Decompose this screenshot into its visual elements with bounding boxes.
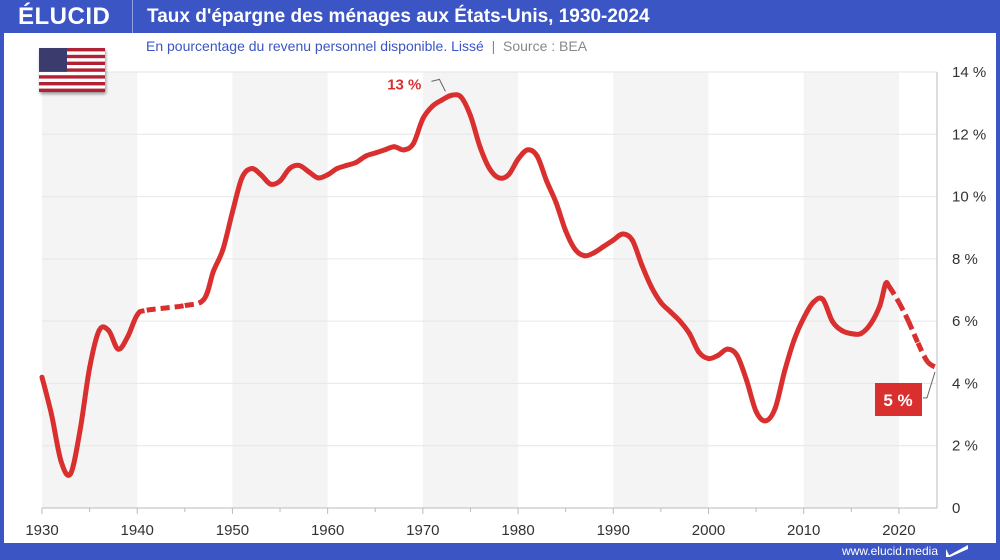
series-line-segment xyxy=(883,280,892,290)
x-tick-label: 1950 xyxy=(216,522,249,539)
subtitle: En pourcentage du revenu personnel dispo… xyxy=(146,38,587,54)
x-tick-label: 2020 xyxy=(882,522,915,539)
series-line-segment xyxy=(925,359,939,371)
footer: www.elucid.media xyxy=(842,544,970,558)
logo: ÉLUCID xyxy=(18,2,111,30)
series-line-segment xyxy=(544,178,559,206)
x-tick-label: 1970 xyxy=(406,522,439,539)
x-tick-label: 2010 xyxy=(787,522,820,539)
x-tick-label: 1940 xyxy=(121,522,154,539)
series-line-segment xyxy=(563,228,578,253)
series-line-segment xyxy=(77,365,93,433)
annotation-box xyxy=(875,383,922,416)
annotation-leader xyxy=(923,371,936,399)
x-tick-label: 1960 xyxy=(311,522,344,539)
us-flag-icon xyxy=(39,48,105,92)
x-tick-label: 1990 xyxy=(597,522,630,539)
series-line-segment xyxy=(772,368,788,411)
series-line-segment xyxy=(220,209,235,253)
decade-band xyxy=(422,72,519,508)
series-line-segment xyxy=(68,427,83,477)
y-tick-label: 8 % xyxy=(952,251,978,268)
source: Source : BEA xyxy=(503,38,588,54)
series-line-segment xyxy=(744,377,759,414)
x-tick-label: 1930 xyxy=(25,522,58,539)
annotation-latest: 5 % xyxy=(883,391,912,410)
series-line-segment xyxy=(125,312,140,340)
series-line-segment xyxy=(887,285,902,304)
decade-band xyxy=(232,72,328,508)
series-line-segment xyxy=(210,247,226,274)
x-tick-label: 2000 xyxy=(692,522,725,539)
series-line-segment xyxy=(734,352,750,383)
annotation-leader xyxy=(431,78,446,92)
y-tick-label: 0 xyxy=(952,500,960,517)
y-tick-label: 12 % xyxy=(952,126,986,143)
elucid-mark-icon xyxy=(946,545,968,557)
series-line-segment xyxy=(39,374,55,418)
series-line-segment xyxy=(553,200,569,234)
decade-band xyxy=(613,72,709,508)
annotation-peak: 13 % xyxy=(387,76,421,93)
series-line-segment xyxy=(782,337,797,374)
website-link[interactable]: www.elucid.media xyxy=(841,544,938,558)
series-line-segment xyxy=(915,341,930,364)
subtitle-separator: | xyxy=(491,38,496,54)
y-tick-label: 14 % xyxy=(952,64,986,81)
y-tick-label: 10 % xyxy=(952,189,986,206)
series-line-segment xyxy=(534,153,550,184)
x-tick-label: 1980 xyxy=(501,522,534,539)
y-tick-label: 6 % xyxy=(952,313,978,330)
series-line-segment xyxy=(49,412,64,464)
series-line-segment xyxy=(184,297,206,309)
chart-title: Taux d'épargne des ménages aux États-Uni… xyxy=(147,5,650,27)
header-divider xyxy=(132,0,133,33)
header: ÉLUCID Taux d'épargne des ménages aux Ét… xyxy=(0,0,1000,33)
y-tick-label: 4 % xyxy=(952,375,978,392)
series-line-segment xyxy=(201,268,216,302)
subtitle-text: En pourcentage du revenu personnel dispo… xyxy=(146,38,484,54)
series-line-segment xyxy=(906,320,921,345)
series-line-segment xyxy=(146,303,186,313)
series-line-segment xyxy=(410,116,426,147)
series-line-segment xyxy=(135,307,148,317)
series-line-segment xyxy=(896,301,911,323)
y-tick-label: 2 % xyxy=(952,438,978,455)
